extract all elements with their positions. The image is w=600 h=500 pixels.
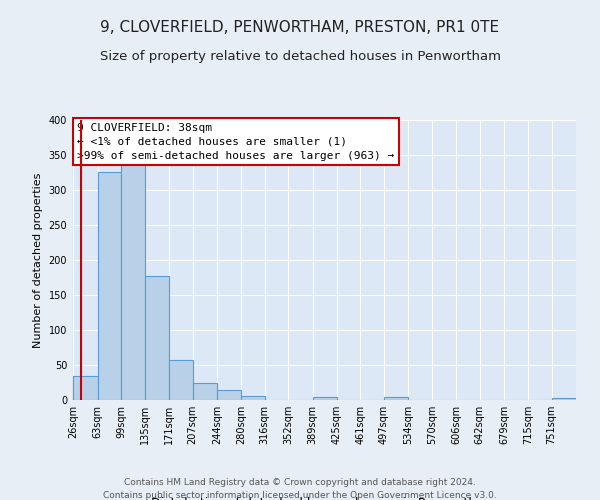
Y-axis label: Number of detached properties: Number of detached properties — [33, 172, 43, 348]
Bar — [384, 396, 409, 400]
Bar — [241, 396, 265, 400]
X-axis label: Distribution of detached houses by size in Penwortham: Distribution of detached houses by size … — [151, 497, 497, 500]
Bar — [73, 376, 98, 400]
Bar — [313, 396, 337, 400]
Text: 9 CLOVERFIELD: 38sqm
← <1% of detached houses are smaller (1)
>99% of semi-detac: 9 CLOVERFIELD: 38sqm ← <1% of detached h… — [77, 123, 394, 161]
Text: Contains public sector information licensed under the Open Government Licence v3: Contains public sector information licen… — [103, 490, 497, 500]
Text: 9, CLOVERFIELD, PENWORTHAM, PRESTON, PR1 0TE: 9, CLOVERFIELD, PENWORTHAM, PRESTON, PR1… — [100, 20, 500, 35]
Bar — [145, 276, 169, 400]
Bar — [169, 360, 193, 400]
Bar — [193, 383, 217, 400]
Bar — [217, 390, 241, 400]
Bar — [121, 166, 145, 400]
Text: Size of property relative to detached houses in Penwortham: Size of property relative to detached ho… — [100, 50, 500, 63]
Bar — [551, 398, 576, 400]
Bar — [98, 172, 121, 400]
Text: Contains HM Land Registry data © Crown copyright and database right 2024.: Contains HM Land Registry data © Crown c… — [124, 478, 476, 487]
